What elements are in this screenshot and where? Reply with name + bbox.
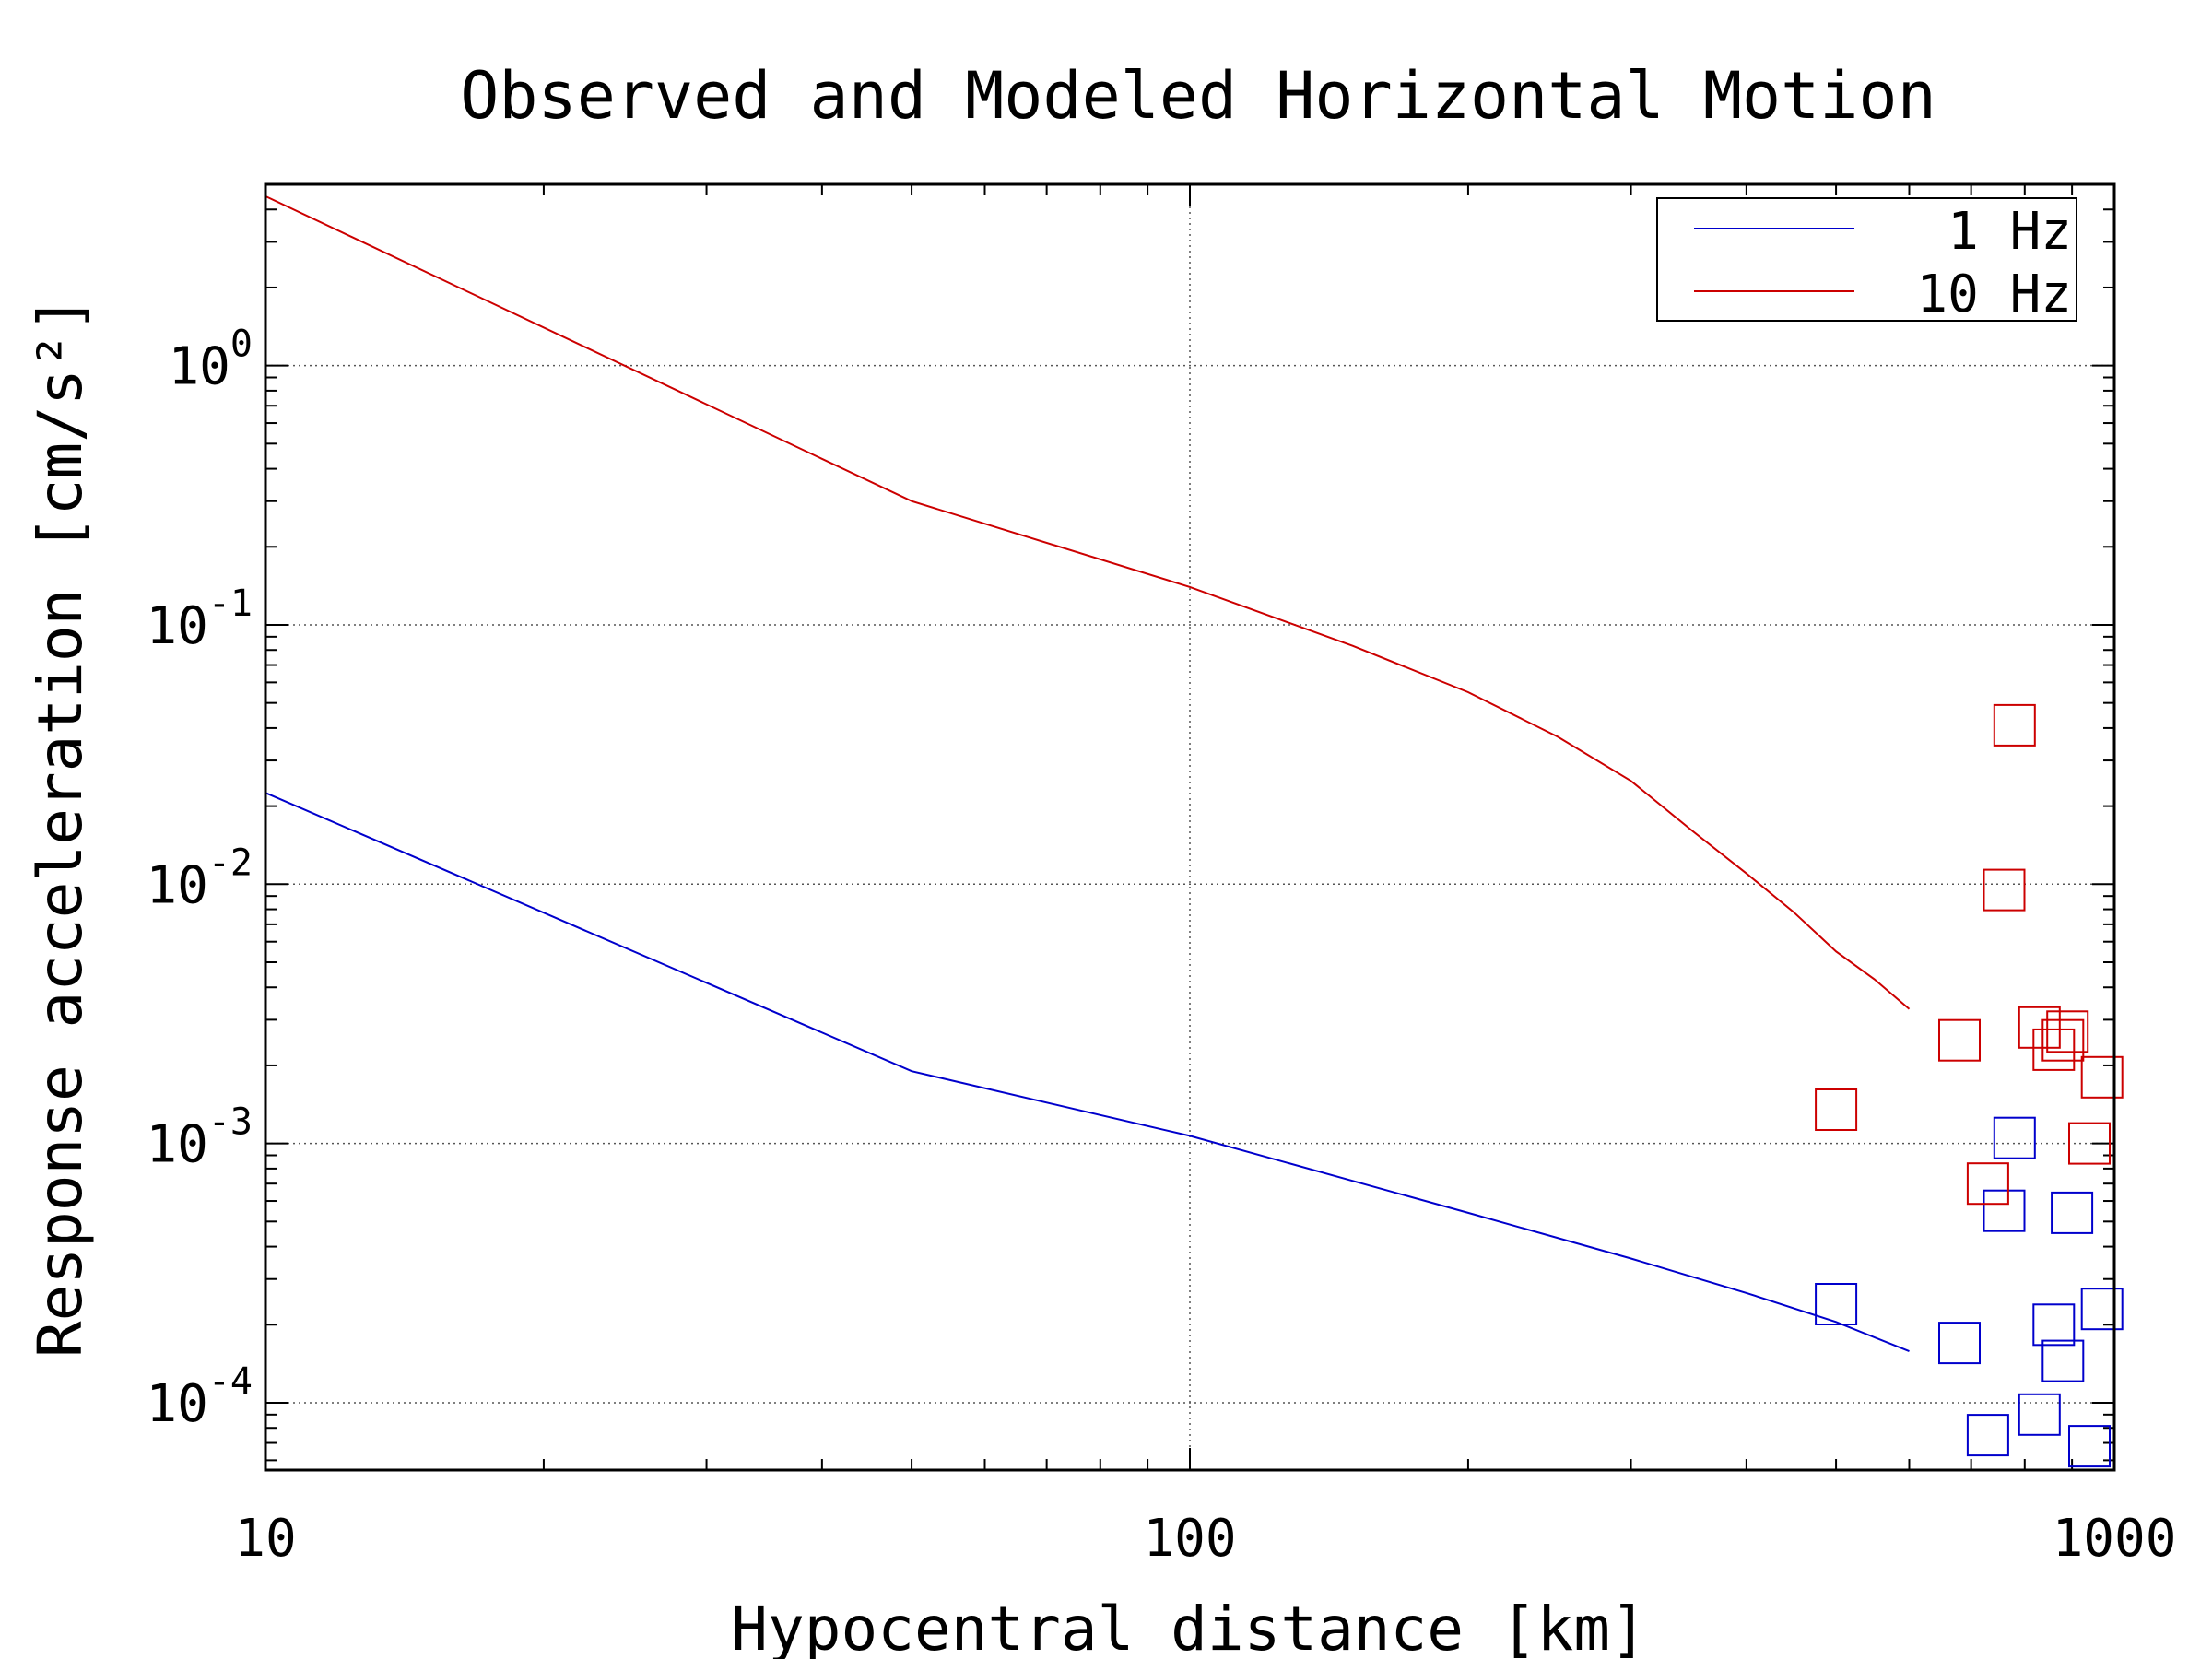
grid <box>265 184 2114 1470</box>
data-point-2 <box>1815 1283 1858 1325</box>
y-tick-label: 100 <box>168 324 253 397</box>
y-tick-label: 10-2 <box>146 841 253 915</box>
data-point-3 <box>1815 1088 1858 1131</box>
data-point-2 <box>2032 1303 2076 1347</box>
data-point-3 <box>2032 1028 2076 1071</box>
legend-label-1hz: 1 Hz <box>1947 202 2072 262</box>
tick-labels: 10 100 1000 100 10-1 10-2 10-3 10-4 <box>146 324 2176 1569</box>
data-point-3 <box>1966 1162 2009 1206</box>
data-point-3 <box>2080 1055 2124 1099</box>
legend-box <box>1656 197 2077 322</box>
data-point-2 <box>1966 1414 2009 1457</box>
data-point-2 <box>1983 1189 2026 1232</box>
legend-label-10hz: 10 Hz <box>1916 265 2072 324</box>
chart-title: Observed and Modeled Horizontal Motion <box>460 58 1936 134</box>
y-tick-label: 10-4 <box>146 1360 253 1434</box>
series-line-0 <box>265 792 1910 1353</box>
data-point-3 <box>2068 1122 2111 1165</box>
y-axis-label: Response acceleration [cm/s²] <box>25 296 96 1358</box>
data-point-2 <box>2018 1393 2061 1436</box>
data-point-2 <box>1993 1116 2036 1159</box>
series-line-1 <box>265 194 1911 1010</box>
data-point-2 <box>1938 1322 1981 1365</box>
data-point-3 <box>1938 1018 1981 1062</box>
plot-frame <box>264 182 2116 1472</box>
y-tick-label: 10-3 <box>146 1101 253 1175</box>
series-lines <box>265 194 1911 1353</box>
data-point-3 <box>1993 703 2036 747</box>
data-point-2 <box>2080 1288 2124 1331</box>
data-point-2 <box>2068 1425 2111 1468</box>
series-markers <box>1815 703 2124 1468</box>
plot-area <box>265 194 2124 1468</box>
data-point-2 <box>2051 1191 2094 1234</box>
data-point-3 <box>2041 1018 2085 1062</box>
legend: 1 Hz 10 Hz <box>1656 197 2077 324</box>
x-axis-label: Hypocentral distance [km] <box>731 1594 1646 1659</box>
x-tick-label: 10 <box>234 1509 296 1569</box>
data-point-3 <box>2046 1010 2089 1053</box>
x-tick-label: 1000 <box>2053 1509 2177 1569</box>
y-tick-label: 10-1 <box>146 582 253 656</box>
data-point-2 <box>2041 1339 2085 1382</box>
data-point-3 <box>2018 1006 2061 1049</box>
data-point-3 <box>1983 868 2026 912</box>
x-tick-label: 100 <box>1143 1509 1236 1569</box>
